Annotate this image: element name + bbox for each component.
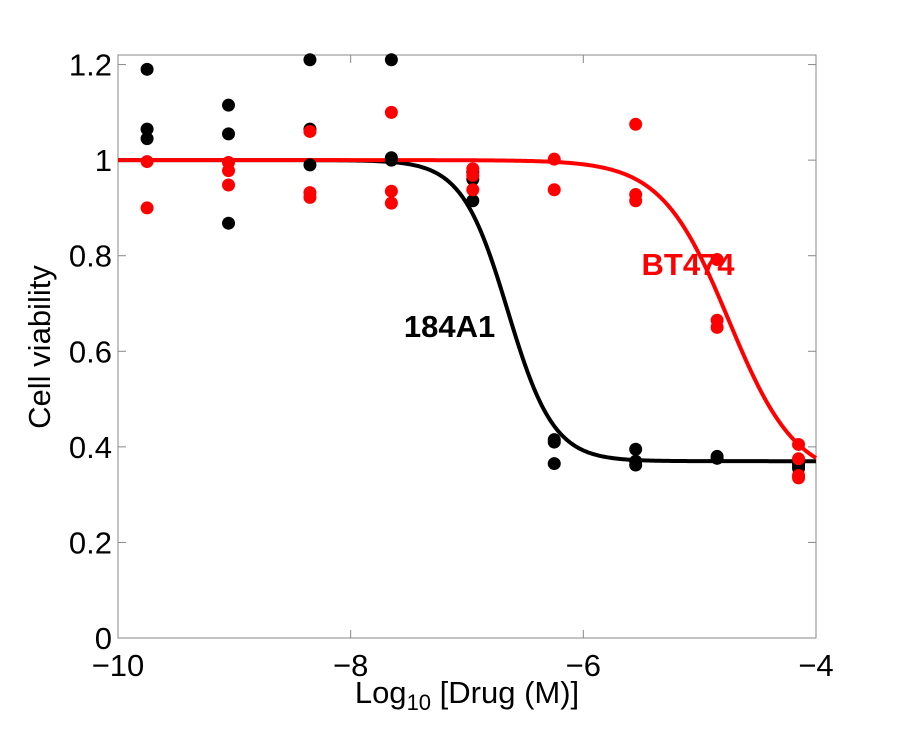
x-tick-label: −10: [92, 648, 145, 683]
data-point-BT474: [140, 201, 154, 215]
data-point-184A1: [466, 194, 480, 208]
data-point-184A1: [303, 158, 317, 172]
data-point-184A1: [384, 153, 398, 167]
data-point-BT474: [303, 190, 317, 204]
data-point-BT474: [303, 124, 317, 138]
data-point-BT474: [384, 196, 398, 210]
y-tick-label: 1.2: [69, 48, 112, 83]
data-point-184A1: [384, 53, 398, 67]
x-axis-label-base: Log: [355, 675, 407, 710]
data-points: [140, 53, 806, 485]
data-point-BT474: [629, 194, 643, 208]
data-point-184A1: [222, 98, 236, 112]
data-point-184A1: [140, 122, 154, 136]
axes: −10 −8 −6 −4 0 0.2 0.4 0.6 0.8 1 1.2: [69, 48, 834, 683]
data-point-BT474: [222, 178, 236, 192]
data-point-BT474: [384, 105, 398, 119]
data-point-BT474: [629, 117, 643, 131]
data-point-BT474: [466, 168, 480, 182]
data-point-BT474: [466, 183, 480, 197]
data-point-184A1: [547, 457, 561, 471]
data-point-184A1: [303, 53, 317, 67]
x-axis-label-rest: [Drug (M)]: [431, 675, 579, 710]
x-axis-label-subscript: 10: [407, 690, 431, 715]
data-point-184A1: [140, 62, 154, 76]
x-tick-label: −4: [798, 648, 833, 683]
data-point-184A1: [222, 127, 236, 141]
data-point-BT474: [547, 152, 561, 166]
data-point-BT474: [222, 164, 236, 178]
data-point-184A1: [140, 132, 154, 146]
data-point-BT474: [140, 155, 154, 169]
x-axis-label: Log10 [Drug (M)]: [355, 675, 579, 715]
data-point-BT474: [792, 452, 806, 466]
y-tick-label: 0.6: [69, 334, 112, 369]
data-point-BT474: [792, 471, 806, 485]
x-tick-label: −6: [566, 648, 601, 683]
data-point-184A1: [710, 451, 724, 465]
data-point-BT474: [792, 437, 806, 451]
y-tick-label: 0: [95, 621, 112, 656]
data-point-184A1: [629, 458, 643, 472]
data-point-184A1: [629, 442, 643, 456]
plot-area: [117, 54, 817, 639]
data-point-BT474: [384, 184, 398, 198]
data-point-184A1: [547, 435, 561, 449]
series-label-184A1: 184A1: [404, 309, 495, 344]
x-tick-label: −8: [333, 648, 368, 683]
y-tick-label: 0.2: [69, 525, 112, 560]
y-tick-label: 0.4: [69, 430, 112, 465]
series-label-BT474: BT474: [642, 247, 736, 282]
data-point-BT474: [710, 253, 724, 267]
data-point-184A1: [222, 216, 236, 230]
data-point-BT474: [547, 183, 561, 197]
y-tick-label: 0.8: [69, 239, 112, 274]
y-axis-label: Cell viability: [22, 265, 57, 429]
y-tick-label: 1: [95, 143, 112, 178]
data-point-BT474: [710, 320, 724, 334]
series-labels: 184A1 BT474: [404, 247, 735, 344]
